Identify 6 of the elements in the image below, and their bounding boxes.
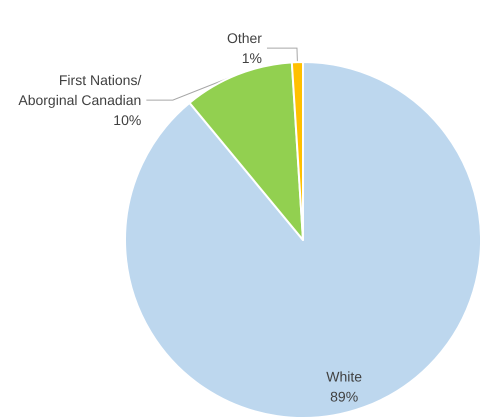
slice-label: White: [326, 368, 362, 385]
data-label: 1%: [242, 50, 262, 66]
data-label: 89%: [330, 388, 358, 405]
slice-label: First Nations/Aborginal Canadian: [18, 72, 142, 108]
data-label: 10%: [113, 112, 142, 128]
slice-label: Other: [226, 30, 262, 46]
